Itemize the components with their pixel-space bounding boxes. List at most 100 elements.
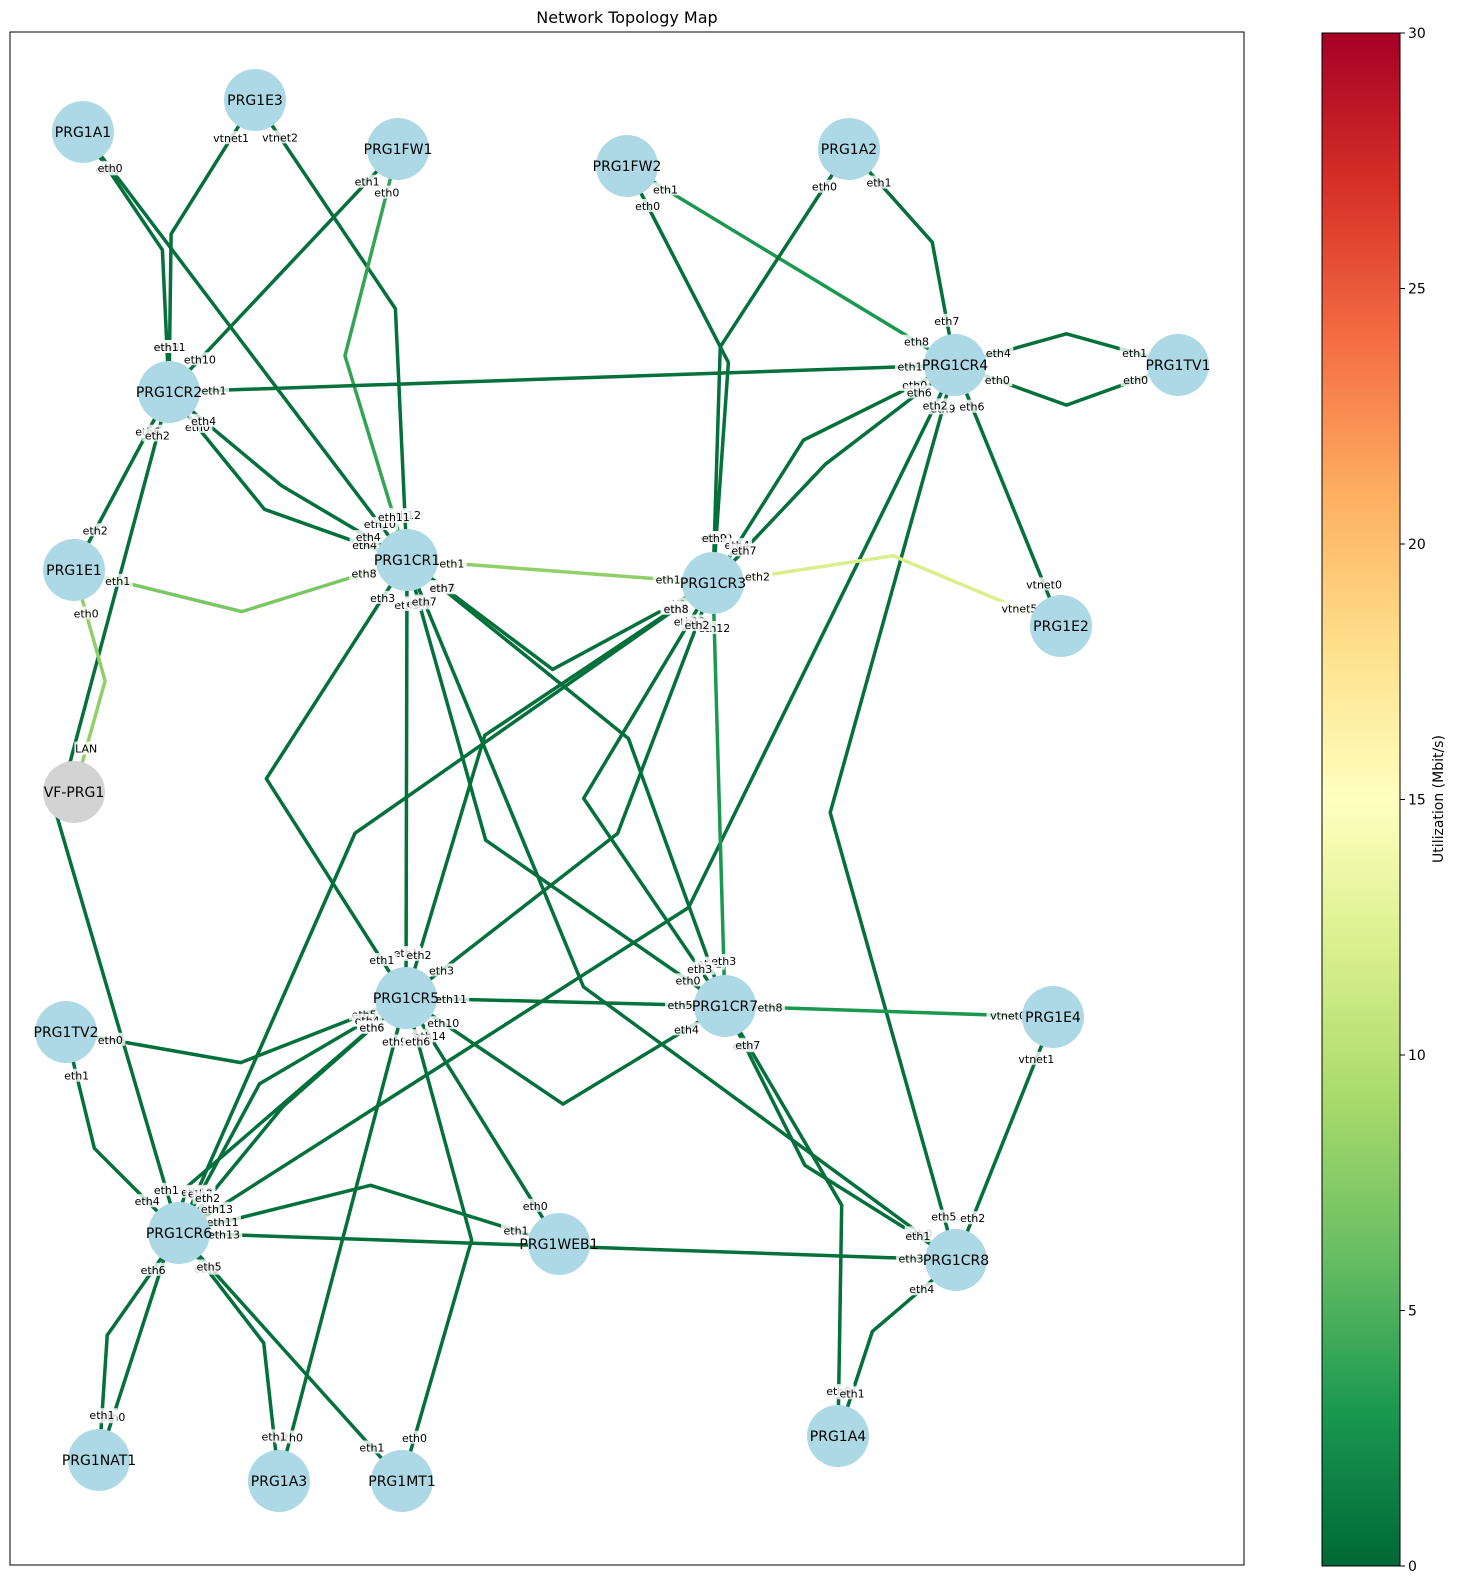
node-prg1fw2[interactable]: PRG1FW2: [593, 135, 662, 197]
interface-label: eth6: [356, 1020, 387, 1034]
node-prg1mt1[interactable]: PRG1MT1: [368, 1450, 436, 1512]
link-prg1cr4-prg1cr8[interactable]: [828, 364, 958, 1261]
link-prg1cr3-prg1cr5[interactable]: [404, 581, 714, 999]
link-prg1cr7-prg1a4[interactable]: [723, 1005, 844, 1437]
link-prg1cr5-prg1cr7[interactable]: [405, 996, 726, 1106]
link-prg1fw1-prg1cr1[interactable]: [343, 148, 409, 561]
node-circle[interactable]: [925, 1229, 987, 1291]
node-circle[interactable]: [43, 761, 105, 823]
interface-label-text: vtnet1: [213, 132, 249, 145]
node-circle[interactable]: [1022, 986, 1084, 1048]
interface-label: eth4: [906, 1282, 937, 1296]
node-prg1a3[interactable]: PRG1A3: [248, 1450, 310, 1512]
interface-label-text: eth5: [197, 1260, 222, 1273]
link-prg1cr1-prg1cr3[interactable]: [405, 558, 714, 672]
node-prg1web1[interactable]: PRG1WEB1: [519, 1213, 599, 1275]
link-prg1fw2-prg1cr4[interactable]: [626, 164, 956, 367]
node-prg1cr2[interactable]: PRG1CR2: [136, 361, 202, 423]
link-prg1cr3-prg1cr6[interactable]: [177, 581, 715, 1234]
node-prg1e2[interactable]: PRG1E2: [1030, 595, 1092, 657]
node-prg1cr4[interactable]: PRG1CR4: [922, 334, 988, 396]
node-prg1tv1[interactable]: PRG1TV1: [1146, 334, 1211, 396]
node-prg1nat1[interactable]: PRG1NAT1: [62, 1429, 136, 1491]
node-circle[interactable]: [367, 118, 429, 180]
interface-label-bg: [375, 509, 413, 523]
interface-label-bg: [409, 594, 440, 608]
interface-label-bg: [426, 963, 457, 977]
node-circle[interactable]: [148, 1202, 210, 1264]
link-prg1a1-prg1cr1[interactable]: [81, 130, 409, 562]
node-circle[interactable]: [138, 361, 200, 423]
interface-label: eth8: [661, 601, 692, 616]
node-prg1cr3[interactable]: PRG1CR3: [680, 552, 746, 614]
interface-label-text: eth3: [370, 592, 395, 605]
node-circle[interactable]: [224, 69, 286, 131]
link-prg1fw1-prg1cr2[interactable]: [167, 147, 400, 394]
node-vf-prg1[interactable]: VF-PRG1: [43, 761, 105, 823]
interface-label: eth9: [699, 531, 730, 545]
link-prg1cr3-prg1cr5[interactable]: [404, 582, 715, 1000]
node-prg1a2[interactable]: PRG1A2: [818, 118, 880, 180]
node-circle[interactable]: [1030, 595, 1092, 657]
node-prg1cr7[interactable]: PRG1CR7: [692, 975, 758, 1037]
node-circle[interactable]: [1147, 334, 1209, 396]
link-prg1cr6-prg1web1[interactable]: [178, 1183, 560, 1246]
node-prg1e3[interactable]: PRG1E3: [224, 69, 286, 131]
node-circle[interactable]: [35, 1001, 97, 1063]
link-prg1cr1-prg1cr7[interactable]: [405, 558, 727, 1007]
node-prg1e4[interactable]: PRG1E4: [1022, 986, 1084, 1048]
interface-label-bg: [684, 961, 715, 975]
link-prg1e3-prg1cr2[interactable]: [167, 99, 257, 393]
node-label: PRG1CR7: [692, 999, 758, 1015]
node-prg1cr5[interactable]: PRG1CR5: [373, 967, 439, 1029]
node-prg1a1[interactable]: PRG1A1: [52, 101, 114, 163]
interface-label: vtnet1: [1014, 1051, 1058, 1066]
link-prg1cr3-prg1cr7[interactable]: [581, 582, 727, 1007]
interface-label: eth0: [982, 373, 1013, 387]
node-circle[interactable]: [807, 1405, 869, 1467]
node-circle[interactable]: [248, 1450, 310, 1512]
node-prg1cr8[interactable]: PRG1CR8: [923, 1229, 989, 1291]
node-circle[interactable]: [43, 539, 105, 601]
node-label: PRG1NAT1: [62, 1453, 136, 1469]
node-circle[interactable]: [375, 967, 437, 1029]
link-prg1e3-prg1cr1[interactable]: [253, 99, 409, 561]
node-circle[interactable]: [371, 1450, 433, 1512]
interface-label-text: eth7: [731, 544, 756, 557]
link-prg1cr3-prg1cr7[interactable]: [711, 582, 727, 1007]
interface-label-bg: [931, 313, 962, 327]
node-circle[interactable]: [376, 529, 438, 591]
link-prg1cr1-prg1cr5[interactable]: [264, 559, 409, 999]
node-circle[interactable]: [68, 1429, 130, 1491]
interface-label: eth10: [181, 352, 219, 366]
node-circle[interactable]: [818, 118, 880, 180]
node-circle[interactable]: [52, 101, 114, 163]
node-prg1tv2[interactable]: PRG1TV2: [34, 1001, 99, 1063]
link-prg1fw2-prg1cr3[interactable]: [625, 165, 731, 584]
interface-label-text: eth11: [378, 511, 410, 524]
node-prg1cr1[interactable]: PRG1CR1: [374, 529, 440, 591]
interface-label-bg: [699, 531, 730, 545]
node-circle[interactable]: [924, 334, 986, 396]
link-prg1cr1-prg1cr7[interactable]: [405, 559, 726, 1008]
node-prg1cr6[interactable]: PRG1CR6: [146, 1202, 212, 1264]
interface-label-text: eth4: [986, 347, 1011, 360]
interface-label: eth1: [366, 953, 397, 967]
link-prg1cr2-prg1cr4[interactable]: [168, 363, 956, 394]
colorbar-tick-label: 25: [1408, 282, 1426, 298]
link-prg1cr1-prg1cr5[interactable]: [404, 559, 409, 999]
node-circle[interactable]: [596, 135, 658, 197]
interface-label: eth4: [132, 1194, 163, 1208]
node-prg1a4[interactable]: PRG1A4: [807, 1405, 869, 1467]
node-circle[interactable]: [694, 975, 756, 1037]
node-prg1e1[interactable]: PRG1E1: [43, 539, 105, 601]
interface-label: eth2: [742, 569, 773, 583]
node-circle[interactable]: [682, 552, 744, 614]
link-prg1cr2-prg1e1[interactable]: [72, 391, 171, 571]
node-circle[interactable]: [528, 1213, 590, 1275]
link-prg1cr1-prg1cr8[interactable]: [405, 559, 958, 1262]
node-prg1fw1[interactable]: PRG1FW1: [364, 118, 433, 180]
interface-label-bg: [997, 601, 1041, 615]
link-prg1a2-prg1cr3[interactable]: [711, 148, 851, 584]
link-prg1cr5-prg1mt1[interactable]: [400, 997, 474, 1482]
